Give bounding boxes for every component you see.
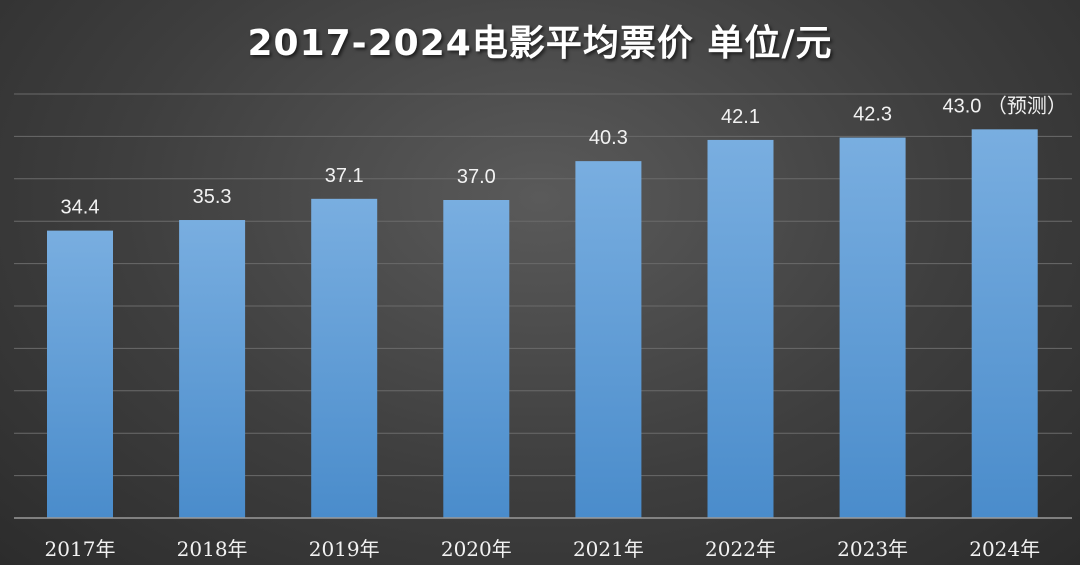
x-tick-label: 2021年 <box>573 537 644 561</box>
bar <box>839 137 906 519</box>
bar <box>707 139 774 518</box>
data-label: 35.3 <box>193 186 232 208</box>
bar <box>179 220 246 518</box>
x-tick-labels: 2017年 2018年 2019年 2020年 2021年 2022年 2023年 2024年 <box>45 537 1041 561</box>
x-tick-label: 2022年 <box>705 537 776 561</box>
data-label: 40.3 <box>589 127 628 149</box>
x-tick-label: 2023年 <box>837 537 908 561</box>
x-tick-label: 2017年 <box>45 537 116 561</box>
bar <box>971 129 1038 519</box>
data-label: 34.4 <box>61 197 100 219</box>
bar <box>47 230 113 518</box>
x-tick-label: 2024年 <box>969 537 1040 561</box>
chart-title: 2017-2024电影平均票价 单位/元 <box>247 23 833 64</box>
bar <box>311 198 378 519</box>
data-label: 37.0 <box>457 166 496 188</box>
data-label: 43.0 （预测） <box>942 94 1066 117</box>
x-tick-label: 2018年 <box>177 537 248 561</box>
data-label: 37.1 <box>325 165 364 187</box>
bar <box>443 200 510 518</box>
x-tick-label: 2019年 <box>309 537 380 561</box>
data-label: 42.1 <box>721 106 760 128</box>
gridlines <box>14 93 1072 477</box>
x-tick-label: 2020年 <box>441 537 512 561</box>
bar <box>575 161 642 518</box>
bars <box>47 129 1038 519</box>
data-label: 42.3 <box>853 104 892 126</box>
value-labels: 34.4 35.3 37.1 37.0 40.3 42.1 42.3 43.0 （预测） <box>61 94 1067 218</box>
